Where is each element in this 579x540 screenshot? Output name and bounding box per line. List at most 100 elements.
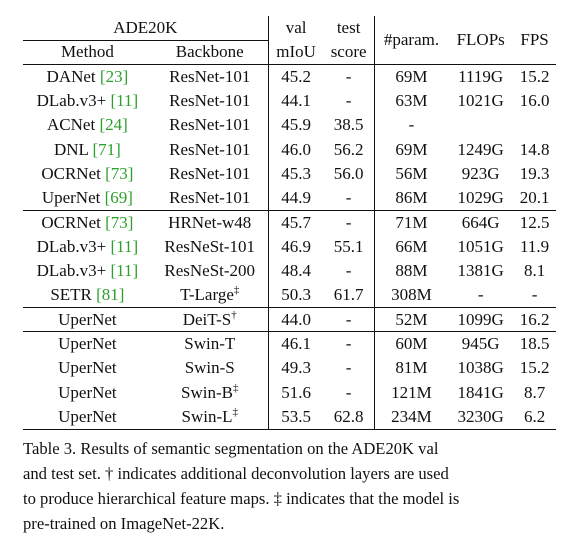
test-score-cell: - bbox=[323, 209, 375, 235]
method-name: DNL bbox=[53, 139, 89, 159]
flops-cell: 1029G bbox=[457, 187, 504, 207]
val-miou-cell: 51.6 bbox=[267, 380, 324, 405]
citation-link[interactable]: [73] bbox=[105, 212, 134, 232]
method-cell: UperNet bbox=[23, 331, 152, 357]
citation-link[interactable]: [11] bbox=[110, 236, 139, 256]
citation-link[interactable]: [69] bbox=[104, 187, 133, 207]
table-row: UperNet Swin-B‡ 51.6-121M 1841G 8.7 bbox=[23, 380, 556, 405]
method-name: UperNet bbox=[58, 382, 117, 402]
header-row-2: Method Backbone mIoU score bbox=[23, 40, 556, 65]
params-cell: 71M bbox=[373, 209, 449, 235]
params-cell: 86M bbox=[373, 186, 449, 211]
backbone-cell: Swin-B‡ bbox=[152, 380, 268, 404]
method-name: UperNet bbox=[58, 358, 117, 378]
header-row-1: ADE20K val test #param. FLOPs FPS bbox=[23, 16, 556, 65]
fps-cell: 19.3 bbox=[519, 163, 550, 183]
method-cell: UperNet bbox=[23, 356, 152, 380]
footnote-mark: † bbox=[231, 308, 237, 321]
citation-link[interactable]: [11] bbox=[110, 91, 139, 111]
backbone-name: ResNeSt-101 bbox=[164, 236, 256, 256]
caption-line: pre-trained on ImageNet-22K. bbox=[23, 513, 225, 533]
method-name: SETR bbox=[50, 285, 92, 305]
flops-cell: 1841G bbox=[457, 382, 504, 402]
flops-cell: 1051G bbox=[457, 236, 504, 256]
method-cell: OCRNet [73] bbox=[23, 209, 152, 235]
test-score-cell: 61.7 bbox=[333, 285, 364, 305]
fps-cell: 20.1 bbox=[519, 187, 550, 207]
fps-cell: 18.5 bbox=[513, 331, 556, 357]
flops-cell: 1381G bbox=[457, 261, 504, 281]
method-name: OCRNet bbox=[41, 163, 101, 183]
backbone-name: ResNet-101 bbox=[169, 66, 251, 86]
val-miou-cell: 46.0 bbox=[267, 137, 324, 162]
test-score-cell: 62.8 bbox=[323, 404, 375, 430]
table-row: OCRNet [73] ResNet-101 45.3 56.0 56M 923G 19.3 bbox=[23, 161, 556, 187]
table-row: UperNet Swin-L‡ 53.5 62.8 234M 3230G 6.2 bbox=[23, 404, 556, 430]
test-score-cell: 38.5 bbox=[333, 115, 364, 135]
method-name: UperNet bbox=[58, 334, 117, 354]
fps-cell: 15.2 bbox=[519, 358, 550, 378]
test-score-cell: - bbox=[345, 382, 352, 402]
backbone-name: ResNeSt-200 bbox=[164, 261, 256, 281]
table-row: UperNet DeiT-S† 44.0-52M 1099G 16.2 bbox=[23, 307, 556, 332]
fps-cell: 12.5 bbox=[513, 209, 556, 235]
method-cell: UperNet bbox=[23, 307, 152, 332]
test-score-cell: - bbox=[323, 331, 375, 357]
backbone-cell: ResNeSt-200 bbox=[152, 259, 268, 283]
backbone-cell: ResNet-101 bbox=[152, 137, 268, 161]
backbone-cell: ResNet-101 bbox=[152, 113, 268, 137]
citation-link[interactable]: [81] bbox=[96, 285, 125, 305]
dataset-header: ADE20K bbox=[23, 16, 269, 41]
table-row: ACNet [24] ResNet-101 45.9 38.5- bbox=[23, 113, 556, 138]
table-row: DNL [71] ResNet-101 46.0 56.2 69M 1249G 14.8 bbox=[23, 137, 556, 162]
val-miou-cell: 49.3 bbox=[267, 356, 324, 381]
flops-cell: 945G bbox=[448, 331, 514, 357]
flops-cell bbox=[448, 113, 513, 137]
val-miou-cell: 46.1 bbox=[267, 331, 324, 357]
val-header-top: val bbox=[267, 16, 324, 41]
table-caption: Table 3. Results of semantic segmentatio… bbox=[23, 436, 556, 536]
test-header-top: test bbox=[336, 18, 361, 38]
method-header: Method bbox=[60, 42, 114, 62]
params-cell: 66M bbox=[373, 234, 449, 259]
table-figure: ADE20K val test #param. FLOPs FPS Method… bbox=[23, 16, 556, 536]
table-body: DANet [23] ResNet-101 45.2-69M 1119G 15.2 DLa… bbox=[23, 64, 556, 430]
fps-cell: 6.2 bbox=[513, 404, 556, 430]
test-score-cell: - bbox=[345, 91, 352, 111]
method-name: DLab.v3+ bbox=[36, 236, 107, 256]
backbone-cell: Swin-L‡ bbox=[151, 404, 269, 430]
flops-header: FLOPs bbox=[456, 30, 505, 50]
fps-cell: 16.2 bbox=[513, 307, 556, 332]
backbone-name: ResNet-101 bbox=[169, 163, 251, 183]
method-cell: UperNet [69] bbox=[23, 186, 152, 210]
params-cell: 63M bbox=[373, 88, 449, 114]
test-score-cell: - bbox=[345, 358, 352, 378]
fps-cell: 11.9 bbox=[520, 236, 550, 256]
table-row: SETR [81] T-Large‡ 50.3 61.7 308M - - bbox=[23, 283, 556, 308]
method-cell: DLab.v3+ [11] bbox=[23, 235, 152, 259]
backbone-cell: ResNet-101 bbox=[151, 64, 269, 89]
backbone-cell: Swin-T bbox=[151, 331, 269, 357]
citation-link[interactable]: [11] bbox=[110, 261, 139, 281]
params-cell: 52M bbox=[373, 307, 449, 332]
footnote-mark: ‡ bbox=[232, 381, 239, 394]
method-name: UperNet bbox=[58, 309, 117, 329]
backbone-cell: ResNet-101 bbox=[152, 89, 268, 113]
caption-line: to produce hierarchical feature maps. ‡ … bbox=[23, 488, 460, 508]
val-miou-cell: 48.4 bbox=[267, 258, 324, 284]
backbone-name: ResNet-101 bbox=[169, 115, 251, 135]
flops-cell: 1249G bbox=[457, 139, 504, 159]
method-cell: OCRNet [73] bbox=[23, 162, 152, 186]
citation-link[interactable]: [73] bbox=[105, 163, 134, 183]
citation-link[interactable]: [24] bbox=[99, 115, 128, 135]
test-score-cell: - bbox=[323, 64, 375, 89]
val-miou-cell: 45.3 bbox=[267, 161, 324, 187]
caption-line: and test set. † indicates additional dec… bbox=[23, 463, 449, 483]
fps-cell: 8.7 bbox=[523, 382, 546, 402]
backbone-name: Swin-L bbox=[181, 406, 233, 426]
method-cell: UperNet bbox=[23, 380, 152, 404]
val-miou-cell: 44.1 bbox=[267, 88, 324, 114]
citation-link[interactable]: [23] bbox=[99, 66, 129, 86]
citation-link[interactable]: [71] bbox=[92, 139, 121, 159]
backbone-cell: T-Large‡ bbox=[152, 283, 268, 307]
